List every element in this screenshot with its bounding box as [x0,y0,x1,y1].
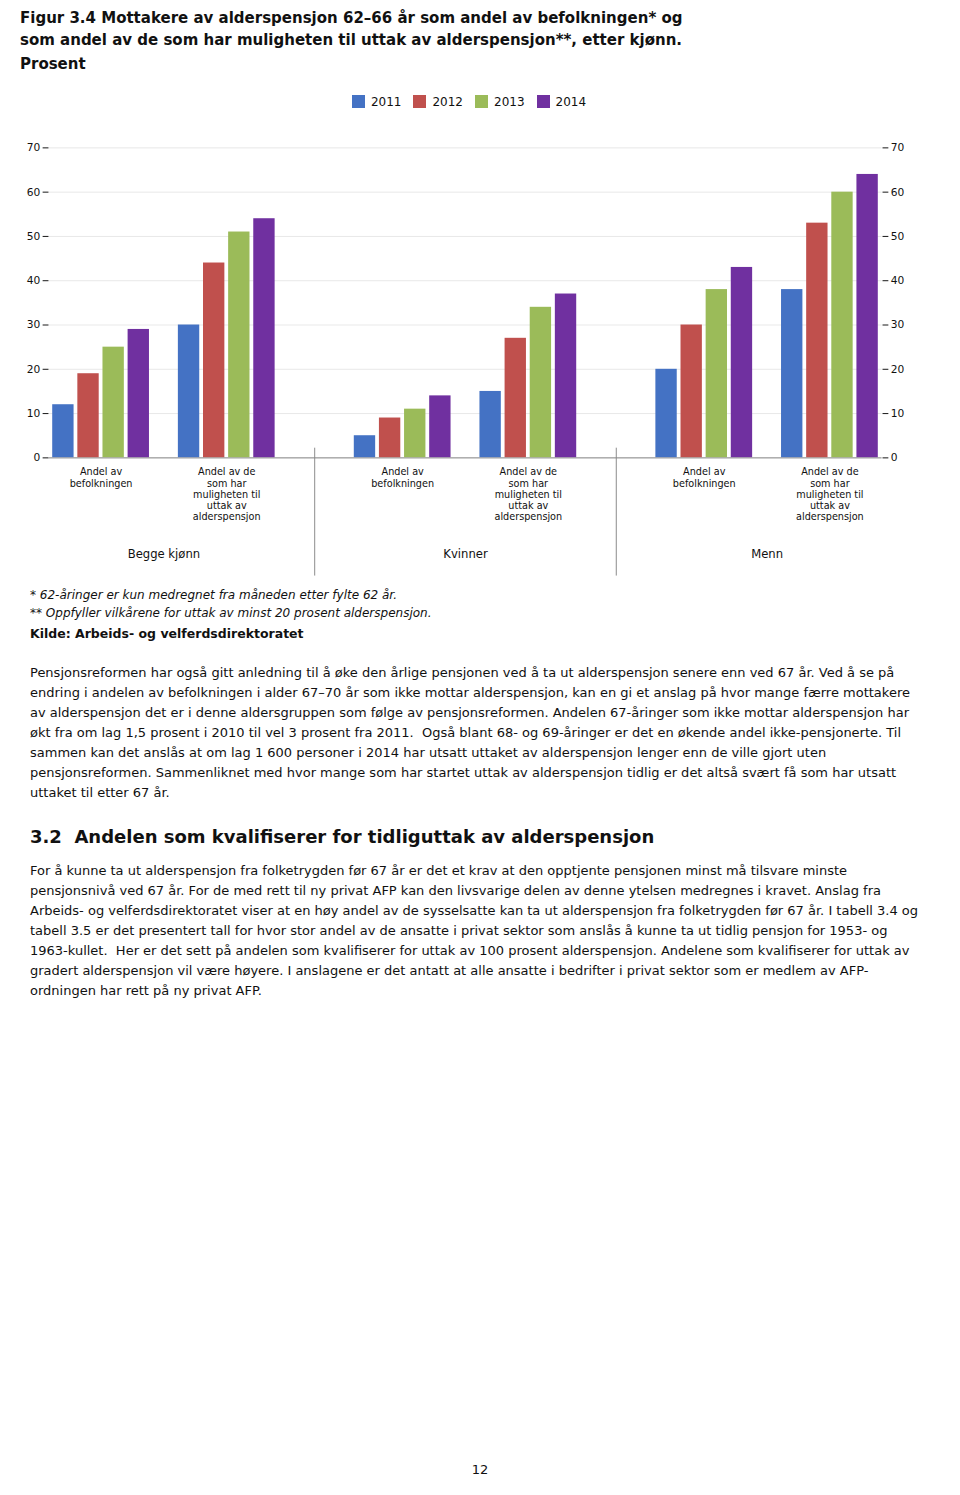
svg-text:50: 50 [891,230,905,243]
svg-text:0: 0 [33,452,40,465]
svg-text:30: 30 [891,319,905,332]
svg-text:70: 70 [27,142,41,155]
html-text:2013: 2013 [494,94,525,109]
svg-text:40: 40 [891,274,905,287]
html-text:** Oppfyller vilkårene for utt: ** Oppfyller vilkårene for uttak av mins… [30,605,432,620]
svg-text:0: 0 [891,452,898,465]
html-text:Prosent: Prosent [20,54,86,73]
svg-text:60: 60 [27,186,41,199]
html-text:For å kunne ta ut alderspensjo: For å kunne ta ut alderspensjon fra folk… [30,862,918,999]
svg-text:20: 20 [27,363,41,376]
svg-text:Andel av desom harmuligheten t: Andel av desom harmuligheten tiluttak av… [796,467,864,523]
html-text:Kilde: Arbeids- og velferdsdir: Kilde: Arbeids- og velferdsdirektoratet [30,625,304,641]
html-text:12: 12 [471,1462,489,1477]
svg-text:Andel avbefolkningen: Andel avbefolkningen [673,467,736,489]
svg-text:10: 10 [891,407,905,420]
html-text:* 62-åringer er kun medregnet: * 62-åringer er kun medregnet fra månede… [30,587,397,602]
svg-text:Andel av desom harmuligheten t: Andel av desom harmuligheten tiluttak av… [193,467,261,523]
svg-text:Kvinner: Kvinner [443,547,488,561]
svg-text:70: 70 [891,142,905,155]
html-text:Pensjonsreformen har også gitt: Pensjonsreformen har også gitt anledning… [30,664,910,801]
svg-text:Begge kjønn: Begge kjønn [128,547,200,561]
svg-text:Andel av desom harmuligheten t: Andel av desom harmuligheten tiluttak av… [494,467,562,523]
html-text:Figur 3.4 Mottakere av aldersp: Figur 3.4 Mottakere av alderspensjon 62–… [20,9,683,49]
svg-text:40: 40 [27,274,41,287]
html-text:2014: 2014 [555,94,587,109]
html-text:3.2 Andelen som kvalifiserer f: 3.2 Andelen som kvalifiserer for tidligu… [30,825,655,847]
svg-text:30: 30 [27,319,41,332]
html-text:2012: 2012 [432,94,463,109]
svg-text:50: 50 [27,230,41,243]
html-text:2011: 2011 [370,94,402,109]
svg-text:Menn: Menn [751,547,783,561]
svg-text:Andel avbefolkningen: Andel avbefolkningen [371,467,434,489]
svg-text:Andel avbefolkningen: Andel avbefolkningen [70,467,133,489]
svg-text:10: 10 [27,407,41,420]
svg-text:20: 20 [891,363,905,376]
svg-text:60: 60 [891,186,905,199]
